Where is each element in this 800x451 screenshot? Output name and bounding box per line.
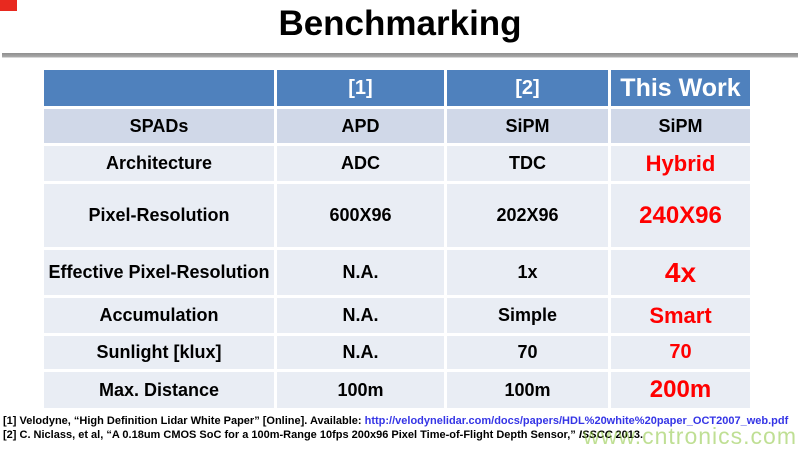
value-cell-this-work: 70 [611, 336, 750, 369]
table-body: SPADs APD SiPM SiPM Architecture ADC TDC Hybrid… [44, 109, 750, 408]
column-header-this-work: This Work [611, 70, 750, 106]
value-cell-ref2: 70 [447, 336, 608, 369]
reference-list: [1] Velodyne, “High Definition Lidar Whi… [3, 414, 800, 442]
table-row: Architecture ADC TDC Hybrid [44, 146, 750, 181]
reference-year: 2013. [612, 429, 644, 441]
value-cell-ref2: 100m [447, 372, 608, 408]
reference-line: [2] C. Niclass, et al, “A 0.18um CMOS So… [3, 428, 800, 442]
reference-text: [1] Velodyne, “High Definition Lidar Whi… [3, 415, 365, 427]
column-header-ref2: [2] [447, 70, 608, 106]
value-cell-ref1: ADC [277, 146, 444, 181]
value-cell-ref1: N.A. [277, 298, 444, 333]
benchmark-table: [1] [2] This Work SPADs APD SiPM SiPM Archit… [41, 67, 753, 411]
value-cell-ref2: 1x [447, 250, 608, 295]
row-label-cell: Sunlight [klux] [44, 336, 274, 369]
row-label-cell: SPADs [44, 109, 274, 143]
table-row: Effective Pixel-Resolution N.A. 1x 4x [44, 250, 750, 295]
table-row: Sunlight [klux] N.A. 70 70 [44, 336, 750, 369]
value-cell-ref1: N.A. [277, 250, 444, 295]
corner-red-mark [0, 0, 17, 11]
value-cell-this-work: Hybrid [611, 146, 750, 181]
row-label-cell: Architecture [44, 146, 274, 181]
value-cell-ref2: SiPM [447, 109, 608, 143]
reference-text: [2] C. Niclass, et al, “A 0.18um CMOS So… [3, 429, 579, 441]
value-cell-ref1: N.A. [277, 336, 444, 369]
row-label-cell: Max. Distance [44, 372, 274, 408]
reference-venue: ISSCC [578, 429, 613, 441]
row-label-cell: Effective Pixel-Resolution [44, 250, 274, 295]
value-cell-this-work: Smart [611, 298, 750, 333]
value-cell-ref1: 100m [277, 372, 444, 408]
column-header-blank [44, 70, 274, 106]
value-cell-this-work: SiPM [611, 109, 750, 143]
reference-line: [1] Velodyne, “High Definition Lidar Whi… [3, 414, 800, 428]
value-cell-ref1: 600X96 [277, 184, 444, 247]
reference-link[interactable]: http://velodynelidar.com/docs/papers/HDL… [364, 415, 789, 427]
title-underline-rule [2, 53, 798, 58]
value-cell-ref2: TDC [447, 146, 608, 181]
table-row: Pixel-Resolution 600X96 202X96 240X96 [44, 184, 750, 247]
watermark: www.cntronics.com [583, 423, 797, 449]
table-row: Max. Distance 100m 100m 200m [44, 372, 750, 408]
value-cell-ref2: Simple [447, 298, 608, 333]
column-header-ref1: [1] [277, 70, 444, 106]
value-cell-ref2: 202X96 [447, 184, 608, 247]
table-row: SPADs APD SiPM SiPM [44, 109, 750, 143]
value-cell-ref1: APD [277, 109, 444, 143]
row-label-cell: Pixel-Resolution [44, 184, 274, 247]
value-cell-this-work: 240X96 [611, 184, 750, 247]
slide-title: Benchmarking [278, 4, 522, 43]
row-label-cell: Accumulation [44, 298, 274, 333]
value-cell-this-work: 200m [611, 372, 750, 408]
value-cell-this-work: 4x [611, 250, 750, 295]
table-header-row: [1] [2] This Work [44, 70, 750, 106]
table-row: Accumulation N.A. Simple Smart [44, 298, 750, 333]
